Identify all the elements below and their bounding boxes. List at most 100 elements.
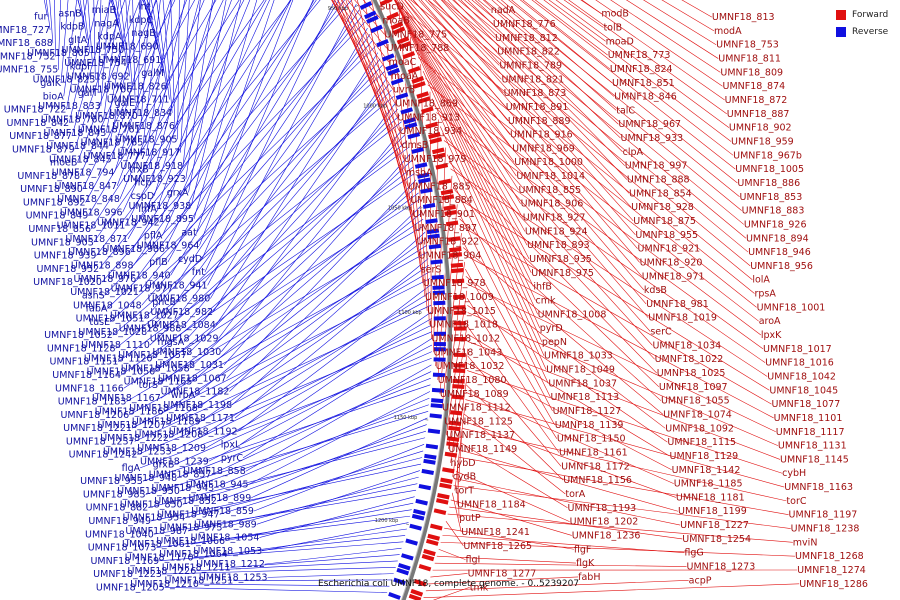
reverse-gene-label: moeB [50,158,77,169]
label-connector [465,399,785,488]
forward-gene-label: UMNF18_997 [625,161,688,172]
reverse-gene-label: miaB [92,5,116,16]
label-connector [132,0,136,103]
label-connector [439,126,545,356]
forward-gene-label: UMNF18_1016 [765,358,834,369]
label-connector [88,0,217,216]
forward-gene-label: UMNF18_946 [748,247,811,258]
reverse-gene-label: UMNF18_903 [31,237,94,248]
reverse-gene-label: UMNF18_1084 [147,320,216,331]
label-connector [431,98,543,343]
forward-gene-arrow [448,425,461,432]
reverse-gene-label: UMNF18_1028 [78,327,147,338]
reverse-gene-label: UMNF18_964 [137,241,200,252]
forward-gene-label: UMNF18_1008 [538,309,607,320]
forward-gene-label: acpP [689,575,712,586]
reverse-gene-arrow [409,523,422,531]
forward-gene-label: UMNF18_821 [501,74,564,85]
reverse-gene-label: UMNF18_1198 [163,400,232,411]
forward-swatch [836,9,846,20]
forward-gene-label: hybD [451,458,476,469]
label-connector [394,0,524,218]
forward-gene-arrow [441,194,455,201]
reverse-gene-label: UMNF18_941 [145,280,208,291]
forward-gene-label: UMNF18_1184 [457,499,526,510]
label-connector [511,0,613,83]
forward-gene-label: UMNF18_1150 [557,434,626,445]
label-connector [373,0,381,7]
forward-gene-label: UMNF18_888 [627,175,690,186]
label-connector [427,0,751,267]
label-connector [474,0,621,139]
reverse-gene-label: wrbA [171,390,196,401]
reverse-gene-label: UMNF18_844 [46,141,109,152]
forward-gene-label: UMNF18_854 [629,188,692,199]
label-connector [127,0,267,240]
label-connector [453,0,628,180]
forward-gene-label: UMNF18_901 [412,209,475,220]
reverse-gene-arrow [415,498,428,506]
reverse-gene-arrow [401,553,414,561]
label-connector [68,0,99,123]
reverse-gene-label: UMNF18_1050 [87,367,156,378]
forward-gene-label: UMNF18_1001 [757,302,826,313]
reverse-gene-arrow [403,117,416,125]
forward-gene-label: UMNF18_1149 [448,444,517,455]
reverse-gene-label: UMNF18_1030 [153,347,222,358]
forward-gene-label: UMNF18_916 [510,130,573,141]
forward-gene-arrow [453,337,466,342]
forward-gene-arrow [408,593,422,600]
label-connector [151,0,167,87]
forward-gene-label: flgG [684,548,703,559]
reverse-gene-label: UMNF18_823 [33,75,96,86]
forward-gene-label: UMNF18_978 [423,278,486,289]
label-connector [455,196,770,391]
forward-gene-arrow [453,310,466,315]
forward-gene-label: UMNF18_1097 [659,382,728,393]
legend-item-forward: Forward [836,6,888,23]
reverse-gene-arrow [414,162,428,169]
label-connector [404,23,647,305]
reverse-gene-label: UMNF18_765 [81,138,144,149]
reverse-gene-label: infA [138,204,157,215]
genome-backbone-ring [371,0,452,600]
forward-gene-label: UMNF18_1163 [784,482,853,493]
reverse-gene-label: UMNF18_805 [27,48,90,59]
reverse-gene-label: pflA [144,231,163,242]
label-connector [87,0,93,67]
reverse-gene-label: UMNF18_1210 [130,579,199,590]
forward-gene-arrow [420,106,434,114]
forward-gene-label: UMNF18_979 [404,154,467,165]
label-connector [203,291,431,435]
reverse-gene-label: UMNF18_977 [111,284,174,295]
label-connector [543,0,732,142]
label-connector [467,326,560,453]
label-connector [153,0,215,196]
reverse-gene-label: UMNF18_983 [83,489,146,500]
forward-gene-label: UMNF18_926 [744,219,807,230]
forward-gene-label: UMNF18_1185 [674,479,743,490]
label-connector [175,34,371,303]
label-connector [395,3,755,294]
forward-gene-label: UMNF18_904 [419,251,482,262]
forward-gene-label: moaA [391,71,419,82]
label-connector [200,265,429,422]
label-connector [401,16,536,301]
reverse-gene-label: UMNF18_982 [150,307,213,318]
label-connector [233,579,392,582]
forward-gene-arrow [390,21,404,30]
label-connector [438,548,466,560]
reverse-gene-label: UMNF18_1151 [50,357,119,368]
forward-gene-label: UMNF18_1000 [514,157,583,168]
forward-gene-label: pepN [542,337,567,348]
label-connector [189,160,412,369]
label-connector [259,496,415,538]
reverse-gene-arrow [433,331,446,336]
label-connector [119,0,130,77]
reverse-gene-label: UMNF18_947 [157,509,220,520]
reverse-gene-arrow [407,132,421,140]
reverse-gene-label: UMNF18_1064 [159,549,228,560]
reverse-gene-arrow [370,24,383,34]
label-connector [162,0,270,236]
reverse-gene-label: UMNF18_877 [9,131,72,142]
